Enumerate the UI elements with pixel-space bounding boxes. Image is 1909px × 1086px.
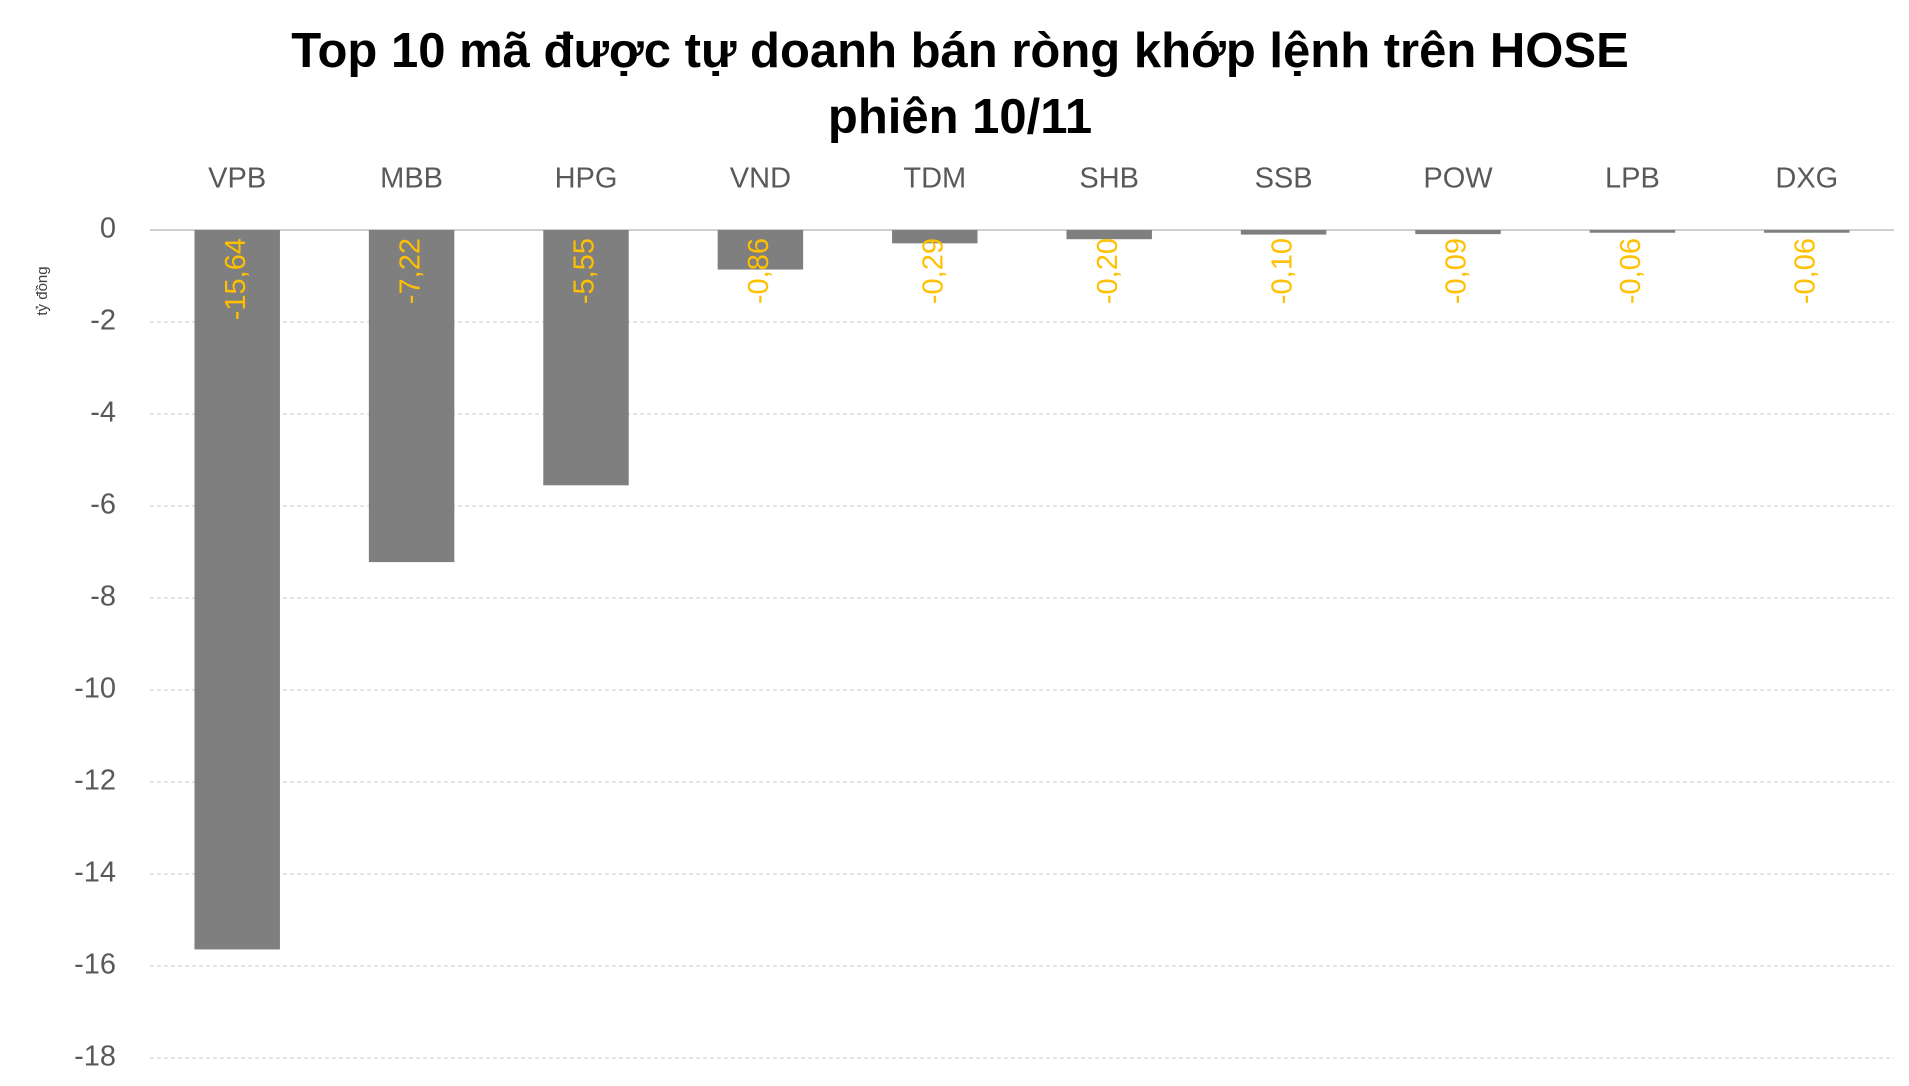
value-label: -0,09 <box>1441 238 1473 304</box>
value-label: -0,20 <box>1092 238 1124 304</box>
y-tick-label: -2 <box>90 305 116 337</box>
bar <box>717 230 804 270</box>
bar <box>1066 230 1152 240</box>
x-tick-label: POW <box>1423 163 1493 195</box>
value-label: -7,22 <box>394 238 426 304</box>
x-tick-label: VPB <box>208 163 266 195</box>
value-label: -0,06 <box>1615 238 1647 304</box>
x-tick-label: SSB <box>1255 163 1313 195</box>
x-tick-label: DXG <box>1775 163 1838 195</box>
value-label: -15,64 <box>220 238 252 320</box>
y-axis-label: tỷ đồng <box>34 266 51 315</box>
y-tick-label: -12 <box>74 765 116 797</box>
y-tick-label: -18 <box>74 1041 116 1073</box>
value-label: -0,06 <box>1789 238 1821 304</box>
bar <box>892 230 978 244</box>
x-tick-label: SHB <box>1079 163 1139 195</box>
chart-title: Top 10 mã được tự doanh bán ròng khớp lệ… <box>291 24 1629 144</box>
y-tick-label: -4 <box>90 397 116 429</box>
bar <box>1240 230 1327 235</box>
bar <box>1415 230 1501 235</box>
y-tick-label: -6 <box>90 489 116 521</box>
x-tick-label: VND <box>730 163 791 195</box>
value-label: -0,29 <box>917 238 949 304</box>
x-tick-label: LPB <box>1605 163 1660 195</box>
bar <box>543 230 629 486</box>
x-tick-label: MBB <box>380 163 443 195</box>
y-tick-label: -16 <box>74 949 116 981</box>
value-label: -5,55 <box>569 238 601 304</box>
y-tick-label: -8 <box>90 581 116 613</box>
x-tick-label: TDM <box>903 163 966 195</box>
value-label: -0,86 <box>743 238 775 304</box>
y-tick-label: -14 <box>74 857 116 889</box>
bar <box>1589 230 1676 233</box>
x-tick-label: HPG <box>555 163 618 195</box>
bar <box>368 230 455 563</box>
value-label: -0,10 <box>1266 238 1298 304</box>
y-tick-label: 0 <box>100 213 116 245</box>
bar <box>194 230 280 950</box>
y-tick-label: -10 <box>74 673 116 705</box>
bar <box>1764 230 1850 233</box>
